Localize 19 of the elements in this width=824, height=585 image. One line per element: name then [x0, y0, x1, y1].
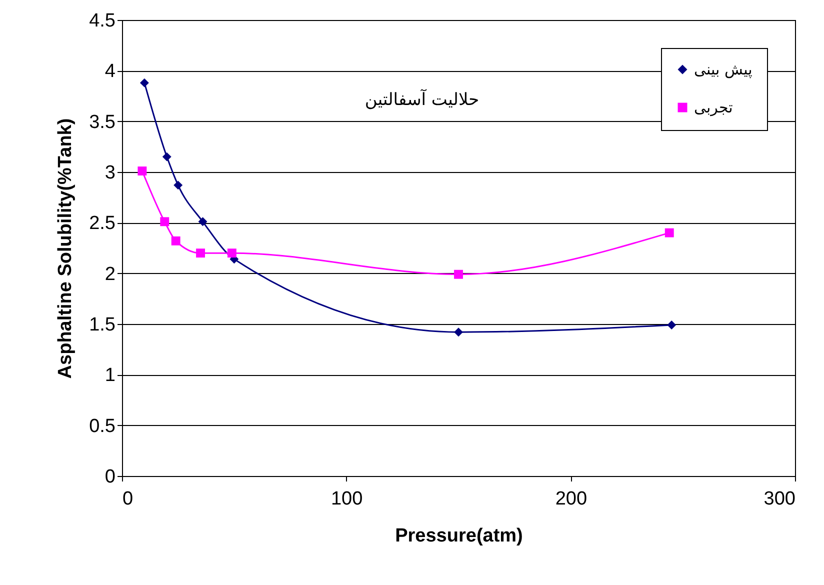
y-tick-label: 0.5	[89, 416, 116, 437]
y-axis-title: Asphaltine Solubility(%Tank)	[55, 118, 76, 379]
y-tick-label: 2	[104, 264, 116, 285]
y-tick-label: 3	[104, 162, 116, 184]
y-tick-label: 4	[104, 61, 116, 82]
legend-label: تجربی	[694, 98, 733, 116]
x-tick-label: 300	[764, 488, 796, 510]
y-tick-label: 2.5	[89, 213, 116, 234]
x-tick-label: 0	[122, 488, 134, 510]
y-tick-label: 1.5	[89, 314, 116, 336]
x-tick-label: 200	[555, 488, 588, 510]
x-tick-label: 100	[330, 488, 363, 510]
legend-label: پیش بینی	[694, 60, 752, 78]
y-tick-label: 4.5	[89, 10, 116, 32]
x-axis-title: Pressure(atm)	[395, 526, 523, 546]
y-tick-label: 3.5	[89, 112, 116, 133]
y-tick-label: 0	[104, 466, 116, 488]
y-tick-label: 1	[104, 365, 116, 386]
annotation: حلاليت آسفالتين	[364, 89, 480, 110]
